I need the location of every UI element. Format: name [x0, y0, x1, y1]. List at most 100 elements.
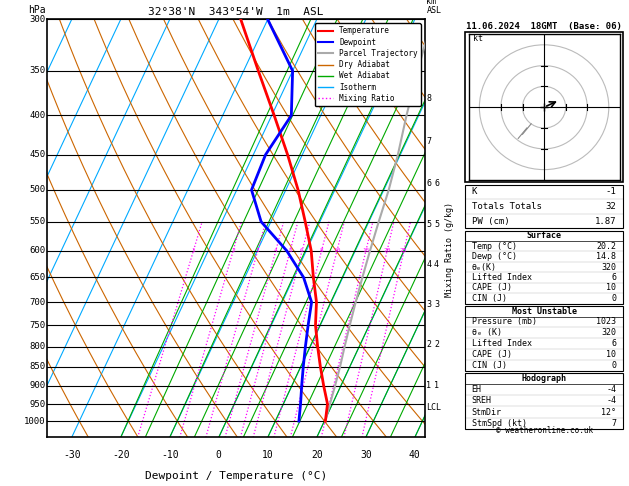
Text: 1.87: 1.87	[595, 217, 616, 226]
Text: 3: 3	[426, 300, 431, 309]
Text: 8: 8	[320, 248, 323, 253]
Text: 750: 750	[29, 321, 45, 330]
Text: 20.2: 20.2	[596, 242, 616, 251]
Text: kt: kt	[473, 34, 483, 43]
Text: PW (cm): PW (cm)	[472, 217, 509, 226]
Text: 6: 6	[434, 179, 439, 188]
Text: Mixing Ratio (g/kg): Mixing Ratio (g/kg)	[445, 202, 454, 297]
Text: 6: 6	[611, 273, 616, 282]
Text: 11.06.2024  18GMT  (Base: 06): 11.06.2024 18GMT (Base: 06)	[466, 21, 622, 31]
Text: 12°: 12°	[601, 408, 616, 417]
Text: 650: 650	[29, 273, 45, 282]
Text: 8: 8	[426, 94, 431, 103]
Text: StmDir: StmDir	[472, 408, 502, 417]
Text: CAPE (J): CAPE (J)	[472, 350, 512, 359]
Bar	[465, 32, 623, 182]
Text: LCL: LCL	[426, 403, 442, 412]
Text: 25: 25	[400, 248, 408, 253]
Text: 4: 4	[426, 260, 431, 269]
Text: 2: 2	[231, 248, 235, 253]
Text: 5: 5	[288, 248, 292, 253]
Text: Dewpoint / Temperature (°C): Dewpoint / Temperature (°C)	[145, 471, 327, 481]
Text: Pressure (mb): Pressure (mb)	[472, 317, 537, 327]
Legend: Temperature, Dewpoint, Parcel Trajectory, Dry Adiabat, Wet Adiabat, Isotherm, Mi: Temperature, Dewpoint, Parcel Trajectory…	[314, 23, 421, 106]
Text: CAPE (J): CAPE (J)	[472, 283, 512, 293]
Text: 1: 1	[434, 382, 439, 390]
Text: CIN (J): CIN (J)	[472, 294, 507, 303]
Text: -1: -1	[606, 187, 616, 196]
Text: -10: -10	[161, 450, 179, 460]
Text: 5: 5	[426, 220, 431, 229]
Text: 10: 10	[333, 248, 340, 253]
Text: 2: 2	[434, 340, 439, 349]
Text: 1000: 1000	[24, 417, 45, 426]
Text: © weatheronline.co.uk: © weatheronline.co.uk	[496, 426, 593, 435]
Text: SREH: SREH	[472, 396, 492, 405]
Text: 3: 3	[255, 248, 259, 253]
Text: 6: 6	[300, 248, 304, 253]
Text: Totals Totals: Totals Totals	[472, 202, 542, 211]
Text: 14.8: 14.8	[596, 252, 616, 261]
Text: 400: 400	[29, 111, 45, 120]
Text: StmSpd (kt): StmSpd (kt)	[472, 419, 526, 428]
Text: 950: 950	[29, 399, 45, 409]
Bar	[465, 185, 623, 228]
Bar	[465, 306, 623, 370]
Text: Surface: Surface	[526, 231, 562, 240]
Text: 5: 5	[434, 220, 439, 229]
Text: 30: 30	[360, 450, 372, 460]
Text: km
ASL: km ASL	[426, 0, 442, 15]
Text: 1023: 1023	[596, 317, 616, 327]
Text: 350: 350	[29, 67, 45, 75]
Text: 500: 500	[29, 185, 45, 194]
Text: 600: 600	[29, 246, 45, 255]
Text: hPa: hPa	[28, 5, 45, 15]
Text: 10: 10	[606, 283, 616, 293]
Text: Hodograph: Hodograph	[521, 374, 567, 383]
Text: θₑ(K): θₑ(K)	[472, 262, 497, 272]
Text: -4: -4	[606, 385, 616, 394]
Text: 10: 10	[606, 350, 616, 359]
Text: 4: 4	[274, 248, 277, 253]
Text: 900: 900	[29, 382, 45, 390]
Text: 550: 550	[29, 217, 45, 226]
Text: 6: 6	[426, 179, 431, 188]
Text: Lifted Index: Lifted Index	[472, 273, 532, 282]
Text: 2: 2	[426, 340, 431, 349]
Text: 6: 6	[611, 339, 616, 348]
Title: 32°38'N  343°54'W  1m  ASL: 32°38'N 343°54'W 1m ASL	[148, 7, 324, 17]
Text: 32: 32	[606, 202, 616, 211]
Text: 20: 20	[311, 450, 323, 460]
Text: 1: 1	[426, 382, 431, 390]
Text: 850: 850	[29, 363, 45, 371]
Text: CIN (J): CIN (J)	[472, 361, 507, 370]
Text: 3: 3	[434, 300, 439, 309]
Text: EH: EH	[472, 385, 482, 394]
Text: 700: 700	[29, 297, 45, 307]
Text: 0: 0	[216, 450, 221, 460]
Text: Dewp (°C): Dewp (°C)	[472, 252, 517, 261]
Text: 300: 300	[29, 15, 45, 24]
Text: -20: -20	[112, 450, 130, 460]
Text: 1: 1	[191, 248, 195, 253]
Text: 15: 15	[362, 248, 369, 253]
Text: Temp (°C): Temp (°C)	[472, 242, 517, 251]
Text: 20: 20	[383, 248, 391, 253]
Text: 7: 7	[611, 419, 616, 428]
Text: 40: 40	[409, 450, 421, 460]
Text: 0: 0	[611, 294, 616, 303]
Text: Most Unstable: Most Unstable	[511, 307, 577, 315]
Text: 0: 0	[611, 361, 616, 370]
Text: 4: 4	[434, 260, 439, 269]
Bar	[465, 373, 623, 429]
Text: 320: 320	[601, 328, 616, 337]
Bar	[465, 230, 623, 304]
Text: -4: -4	[606, 396, 616, 405]
Text: -30: -30	[63, 450, 81, 460]
Text: 7: 7	[426, 137, 431, 146]
Text: 800: 800	[29, 342, 45, 351]
Text: 320: 320	[601, 262, 616, 272]
Text: 10: 10	[262, 450, 274, 460]
Text: K: K	[472, 187, 477, 196]
Text: 450: 450	[29, 150, 45, 159]
